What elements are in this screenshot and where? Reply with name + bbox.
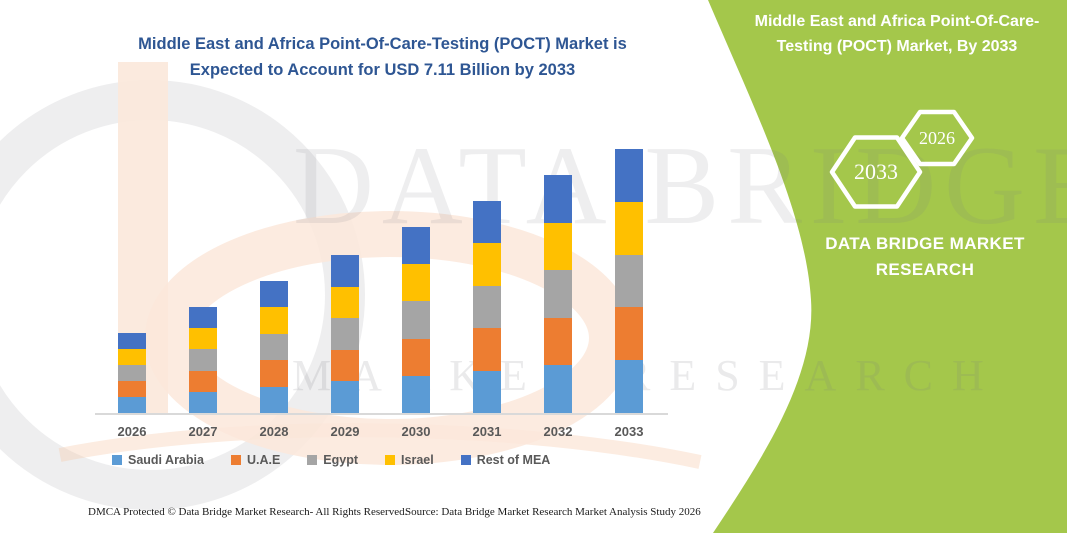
legend-label: Saudi Arabia	[128, 453, 204, 467]
side-panel-title: Middle East and Africa Point-Of-Care- Te…	[737, 10, 1057, 60]
x-axis-label-2028: 2028	[259, 424, 289, 439]
bar-segment-2032-israel	[544, 222, 572, 271]
bar-segment-2033-saudi-arabia	[615, 360, 643, 413]
legend: Saudi Arabia U.A.E Egypt Israel Rest of MEA	[112, 453, 672, 467]
x-axis-label-2033: 2033	[614, 424, 644, 439]
bar-segment-2029-israel	[331, 286, 359, 319]
bar-segment-2030-rest-of-mea	[402, 227, 430, 265]
bar-segment-2031-u-a-e	[473, 328, 501, 371]
stacked-bar-2031	[473, 201, 501, 413]
brand-line2: RESEARCH	[875, 259, 975, 279]
bar-segment-2030-egypt	[402, 301, 430, 339]
bar-segment-2027-egypt	[189, 349, 217, 371]
chart-title: Middle East and Africa Point-Of-Care-Tes…	[95, 32, 670, 83]
bar-segment-2033-egypt	[615, 254, 643, 308]
hexagon-2026-label: 2026	[919, 128, 955, 148]
legend-item-egypt: Egypt	[307, 453, 358, 467]
stacked-bar-2032	[544, 175, 572, 413]
legend-swatch	[112, 455, 122, 465]
bar-segment-2032-egypt	[544, 270, 572, 318]
stacked-bar-2029	[331, 255, 359, 413]
footer-copyright: DMCA Protected © Data Bridge Market Rese…	[88, 506, 408, 518]
stacked-bar-2027	[189, 307, 217, 413]
brand-line1: DATA BRIDGE MARKET	[825, 234, 1025, 253]
bar-segment-2031-egypt	[473, 285, 501, 329]
bar-segment-2027-u-a-e	[189, 370, 217, 392]
side-panel-title-line1: Middle East and Africa Point-Of-Care-	[754, 13, 1040, 30]
hexagon-2026	[899, 109, 975, 167]
legend-swatch	[385, 455, 396, 465]
bar-segment-2026-egypt	[118, 365, 146, 381]
bar-segment-2031-israel	[473, 243, 501, 286]
bar-segment-2029-saudi-arabia	[331, 381, 359, 413]
x-axis-labels: 2026 2027 2028 2029 2030 2031 2032 2033	[95, 424, 670, 442]
hexagon-2033	[829, 135, 923, 209]
chart-title-line2: Expected to Account for USD 7.11 Billion…	[189, 60, 576, 79]
bar-segment-2029-u-a-e	[331, 349, 359, 382]
bar-segment-2032-saudi-arabia	[544, 365, 572, 413]
stacked-bar-2028	[260, 281, 288, 413]
legend-label: Israel	[401, 453, 434, 467]
legend-swatch	[230, 455, 241, 465]
brand-name: DATA BRIDGE MARKET RESEARCH	[780, 231, 1067, 282]
x-axis-label-2031: 2031	[472, 424, 502, 439]
side-panel-title-line2: Testing (POCT) Market, By 2033	[776, 37, 1018, 55]
bar-segment-2028-rest-of-mea	[260, 281, 288, 308]
bar-segment-2030-israel	[402, 264, 430, 302]
bar-segment-2026-saudi-arabia	[118, 397, 146, 413]
x-axis-label-2029: 2029	[330, 424, 360, 439]
bar-segment-2028-u-a-e	[260, 360, 288, 387]
bar-segment-2026-israel	[118, 349, 146, 365]
legend-item-rest-of-mea: Rest of MEA	[460, 453, 551, 467]
bar-segment-2033-israel	[615, 201, 643, 255]
legend-label: Rest of MEA	[476, 453, 551, 467]
bar-segment-2028-saudi-arabia	[260, 386, 288, 413]
bar-segment-2026-rest-of-mea	[118, 333, 146, 349]
bar-segment-2033-rest-of-mea	[615, 149, 643, 202]
plot-area	[95, 149, 670, 413]
bar-segment-2027-israel	[189, 328, 217, 350]
legend-item-saudi-arabia: Saudi Arabia	[112, 453, 204, 467]
x-axis-label-2030: 2030	[401, 424, 431, 439]
bar-segment-2029-egypt	[331, 318, 359, 350]
bar-segment-2031-rest-of-mea	[473, 201, 501, 244]
bar-segment-2027-saudi-arabia	[189, 391, 217, 413]
legend-item-israel: Israel	[385, 453, 434, 467]
bar-segment-2031-saudi-arabia	[473, 370, 501, 413]
footer-source: Source: Data Bridge Market Research Mark…	[405, 506, 701, 518]
bar-segment-2027-rest-of-mea	[189, 307, 217, 329]
legend-item-u-a-e: U.A.E	[230, 453, 281, 467]
legend-label: U.A.E	[246, 453, 281, 467]
bar-segment-2026-u-a-e	[118, 381, 146, 397]
hexagon-2033-label: 2033	[854, 159, 898, 184]
legend-swatch	[460, 455, 471, 465]
bar-segment-2030-u-a-e	[402, 338, 430, 376]
x-axis-label-2032: 2032	[543, 424, 573, 439]
legend-label: Egypt	[323, 453, 359, 467]
bar-segment-2029-rest-of-mea	[331, 255, 359, 287]
x-axis-label-2026: 2026	[117, 424, 147, 439]
bar-segment-2028-israel	[260, 307, 288, 334]
legend-swatch	[307, 455, 318, 465]
stacked-bar-2030	[402, 227, 430, 413]
bar-segment-2032-rest-of-mea	[544, 175, 572, 223]
x-axis-label-2027: 2027	[188, 424, 218, 439]
x-axis-line	[95, 413, 668, 415]
bar-segment-2032-u-a-e	[544, 317, 572, 366]
bar-segment-2033-u-a-e	[615, 307, 643, 361]
bar-segment-2030-saudi-arabia	[402, 375, 430, 413]
bar-segment-2028-egypt	[260, 333, 288, 361]
chart-title-line1: Middle East and Africa Point-Of-Care-Tes…	[138, 35, 627, 53]
stacked-bar-2026	[118, 333, 146, 413]
stacked-bar-2033	[615, 149, 643, 413]
green-swoosh-path	[708, 0, 1067, 533]
